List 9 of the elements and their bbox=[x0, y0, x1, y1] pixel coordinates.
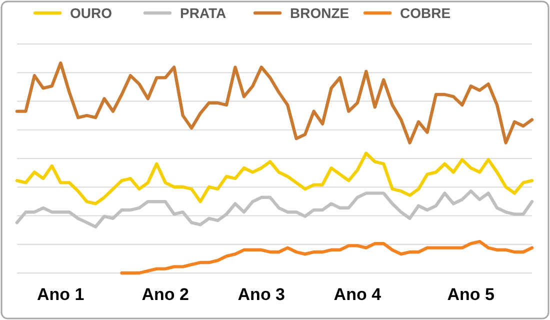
x-tick-label: Ano 5 bbox=[447, 285, 495, 304]
legend-label: BRONZE bbox=[290, 5, 350, 21]
x-tick-label: Ano 3 bbox=[238, 285, 286, 304]
legend-label: COBRE bbox=[400, 5, 451, 21]
x-tick-label: Ano 4 bbox=[334, 285, 382, 304]
legend-label: PRATA bbox=[180, 5, 226, 21]
legend-label: OURO bbox=[70, 5, 112, 21]
x-tick-label: Ano 1 bbox=[37, 285, 84, 304]
x-tick-label: Ano 2 bbox=[142, 285, 190, 304]
